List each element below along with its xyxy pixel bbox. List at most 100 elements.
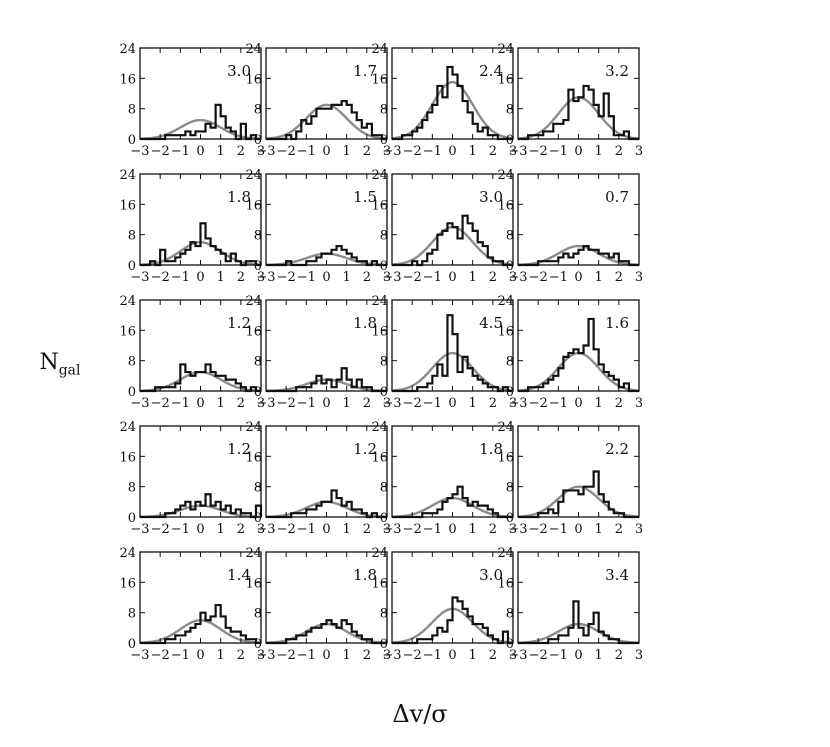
x-tick-label: 0 [322, 648, 330, 663]
y-axis-label-main: N [39, 350, 59, 375]
x-tick-label: 2 [615, 522, 623, 537]
x-tick-label: −1 [549, 144, 568, 159]
y-tick-label: 16 [245, 72, 262, 87]
x-tick-label: 3 [635, 144, 643, 159]
y-tick-label: 8 [380, 229, 388, 244]
x-tick-label: −2 [403, 522, 422, 537]
panel-value-label: 2.4 [479, 62, 503, 80]
histogram-steps [518, 317, 639, 393]
y-tick-label: 24 [119, 420, 136, 435]
x-tick-label: 2 [363, 270, 371, 285]
panel-value-label: 3.0 [227, 62, 251, 80]
y-tick-label: 16 [497, 198, 514, 213]
y-tick-label: 16 [119, 72, 136, 87]
x-tick-label: −3 [382, 648, 401, 663]
x-tick-label: −2 [151, 270, 170, 285]
x-tick-label: −3 [256, 270, 275, 285]
y-tick-label: 16 [119, 576, 136, 591]
x-tick-label: −3 [256, 522, 275, 537]
x-tick-label: 0 [574, 144, 582, 159]
y-tick-label: 0 [128, 637, 136, 652]
y-tick-label: 16 [245, 576, 262, 591]
y-tick-label: 16 [497, 72, 514, 87]
y-tick-label: 16 [497, 324, 514, 339]
gaussian-fit-curve [265, 103, 388, 140]
y-tick-label: 24 [245, 294, 262, 309]
y-tick-label: 24 [119, 294, 136, 309]
x-tick-label: −1 [423, 648, 442, 663]
y-tick-label: 0 [128, 133, 136, 148]
x-tick-label: 3 [257, 396, 265, 411]
y-tick-label: 24 [497, 294, 514, 309]
x-tick-label: 0 [574, 522, 582, 537]
y-tick-label: 24 [497, 546, 514, 561]
y-tick-label: 16 [245, 324, 262, 339]
x-tick-label: 3 [383, 396, 391, 411]
y-tick-label: 8 [254, 607, 262, 622]
x-tick-label: 1 [217, 144, 225, 159]
y-tick-label: 0 [506, 385, 514, 400]
x-tick-label: −2 [277, 270, 296, 285]
x-tick-label: 1 [343, 522, 351, 537]
x-tick-label: 1 [595, 144, 603, 159]
gaussian-fit-curve [391, 80, 514, 140]
x-tick-label: 3 [383, 522, 391, 537]
x-tick-label: −1 [171, 144, 190, 159]
x-tick-label: 2 [615, 270, 623, 285]
x-tick-label: −2 [403, 270, 422, 285]
x-tick-label: 2 [237, 396, 245, 411]
x-tick-label: 2 [363, 396, 371, 411]
x-tick-label: 2 [237, 648, 245, 663]
y-tick-label: 24 [119, 546, 136, 561]
y-tick-label: 24 [119, 168, 136, 183]
panel-value-label: 1.8 [227, 188, 251, 206]
x-tick-label: −3 [508, 270, 527, 285]
y-tick-label: 16 [371, 72, 388, 87]
x-tick-label: −1 [549, 648, 568, 663]
x-tick-label: −1 [423, 270, 442, 285]
y-tick-label: 16 [245, 198, 262, 213]
x-tick-label: 1 [343, 648, 351, 663]
x-tick-label: 0 [448, 522, 456, 537]
x-tick-label: −2 [529, 270, 548, 285]
x-tick-label: −3 [130, 648, 149, 663]
x-tick-label: −3 [130, 522, 149, 537]
y-tick-label: 0 [254, 259, 262, 274]
x-tick-label: 0 [574, 270, 582, 285]
x-tick-label: 2 [489, 144, 497, 159]
histogram-steps [392, 596, 513, 645]
x-tick-label: −2 [403, 144, 422, 159]
y-tick-label: 24 [371, 42, 388, 57]
x-tick-label: 2 [363, 144, 371, 159]
x-tick-label: −1 [297, 396, 316, 411]
x-tick-label: 3 [257, 144, 265, 159]
panel-value-label: 3.2 [605, 62, 629, 80]
x-tick-label: 3 [383, 648, 391, 663]
histogram-steps [392, 214, 513, 267]
y-tick-label: 16 [497, 450, 514, 465]
x-tick-label: 0 [196, 648, 204, 663]
x-tick-label: 2 [363, 648, 371, 663]
x-tick-label: −2 [277, 522, 296, 537]
x-tick-label: 1 [469, 522, 477, 537]
x-tick-label: 0 [322, 144, 330, 159]
x-tick-label: −2 [529, 144, 548, 159]
x-tick-label: 1 [595, 522, 603, 537]
histogram-steps [518, 84, 639, 141]
y-tick-label: 0 [128, 511, 136, 526]
gaussian-fit-curve [517, 96, 640, 140]
histogram-steps [140, 103, 261, 141]
x-tick-label: −3 [130, 144, 149, 159]
y-tick-label: 0 [380, 259, 388, 274]
x-tick-label: −1 [297, 522, 316, 537]
x-tick-label: 2 [489, 648, 497, 663]
x-tick-label: 0 [574, 396, 582, 411]
x-tick-label: 3 [383, 270, 391, 285]
